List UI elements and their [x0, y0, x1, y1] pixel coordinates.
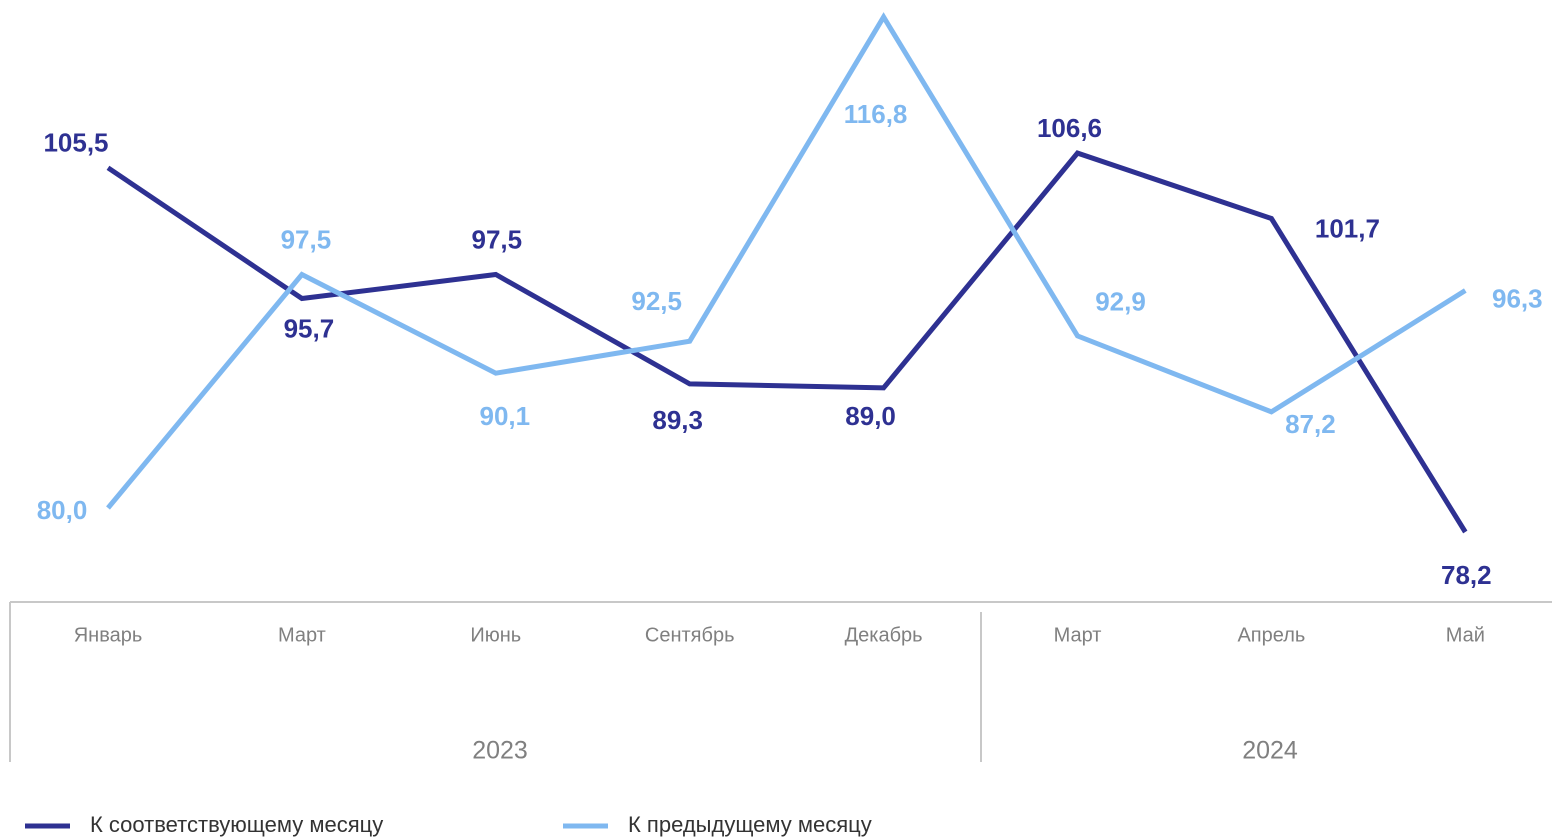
- line: [106, 150, 1468, 534]
- x-tick-label: Май: [1446, 624, 1485, 646]
- data-label: 87,2: [1285, 409, 1336, 439]
- data-label: 106,6: [1037, 113, 1102, 143]
- data-label: 95,7: [284, 313, 335, 343]
- data-label: 89,3: [652, 405, 703, 435]
- x-tick-label: Сентябрь: [645, 624, 735, 646]
- data-label: 101,7: [1315, 213, 1380, 243]
- data-label: 89,0: [845, 401, 896, 431]
- x-tick-label: Январь: [74, 624, 143, 646]
- data-label: 78,2: [1441, 560, 1492, 590]
- data-label: 92,9: [1095, 287, 1146, 317]
- x-tick-label: Март: [1054, 624, 1102, 646]
- data-label: 80,0: [37, 495, 88, 525]
- data-label: 97,5: [471, 224, 522, 254]
- data-label: 96,3: [1492, 283, 1543, 313]
- data-label: 97,5: [281, 224, 332, 254]
- group-label: 2023: [472, 737, 528, 765]
- data-label: 116,8: [844, 99, 908, 129]
- legend-label: К предыдущему месяцу: [628, 812, 872, 837]
- x-tick-label: Март: [278, 624, 326, 646]
- x-tick-label: Декабрь: [845, 624, 923, 646]
- data-label: 92,5: [631, 286, 682, 316]
- line: [106, 12, 1467, 510]
- legend-label: К соответствующему месяцу: [90, 812, 383, 837]
- data-label: 90,1: [479, 401, 530, 431]
- x-tick-label: Апрель: [1237, 624, 1305, 646]
- group-label: 2024: [1242, 737, 1298, 765]
- x-tick-label: Июнь: [470, 624, 521, 646]
- data-label: 105,5: [43, 128, 108, 158]
